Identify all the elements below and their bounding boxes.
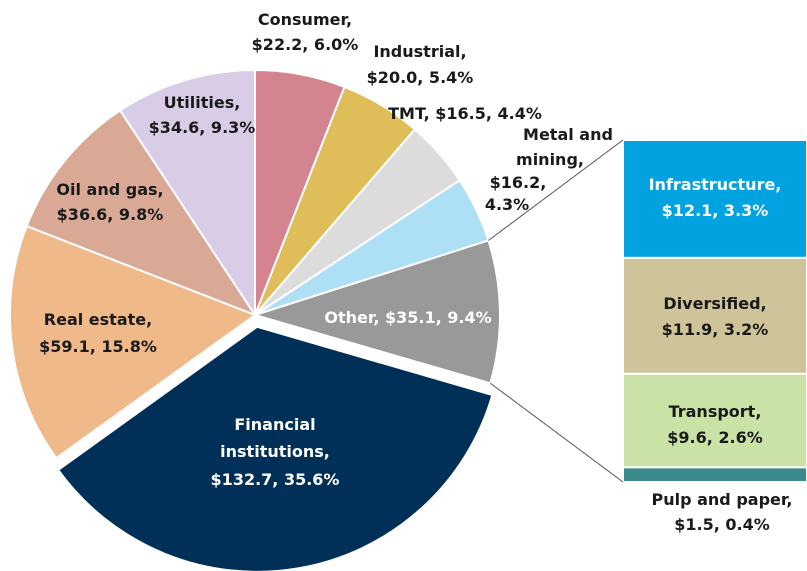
label-line: TMT, $16.5, 4.4% — [388, 104, 542, 123]
breakdown-bar — [622, 256, 807, 375]
label-line: Utilities, — [164, 93, 241, 112]
label-line: $59.1, 15.8% — [39, 337, 157, 356]
data-label: Metal and mining, $16.2, 4.3% — [485, 125, 613, 214]
label-line: Financial — [234, 415, 315, 434]
data-label: Transport, $9.6, 2.6% — [667, 402, 763, 447]
data-label: Infrastructure, $12.1, 3.3% — [649, 175, 782, 220]
label-line: $132.7, 35.6% — [211, 470, 340, 489]
data-label: TMT, $16.5, 4.4% — [388, 104, 542, 123]
data-label: Real estate, $59.1, 15.8% — [39, 310, 157, 356]
label-line: Real estate, — [44, 310, 152, 329]
label-line: Pulp and paper, — [651, 490, 792, 509]
breakdown-bar — [622, 139, 807, 259]
label-line: Infrastructure, — [649, 175, 782, 194]
connector — [488, 139, 624, 241]
label-line: $9.6, 2.6% — [667, 428, 763, 447]
label-line: $34.6, 9.3% — [149, 118, 256, 137]
label-line: $12.1, 3.3% — [662, 201, 769, 220]
data-label: Consumer, $22.2, 6.0% — [252, 10, 359, 54]
pie-slice — [9, 224, 258, 460]
breakdown-bar — [622, 372, 807, 469]
data-label: Other, $35.1, 9.4% — [324, 308, 491, 327]
data-label: Pulp and paper, $1.5, 0.4% — [651, 490, 792, 534]
label-line: Oil and gas, — [56, 180, 163, 199]
breakdown-bar — [622, 466, 807, 483]
pie-slice — [25, 109, 258, 318]
data-label: Diversified, $11.9, 3.2% — [662, 294, 769, 339]
label-line: Consumer, — [258, 10, 352, 29]
label-line: $22.2, 6.0% — [252, 35, 359, 54]
label-line: $20.0, 5.4% — [367, 68, 474, 87]
pie-slice — [56, 325, 494, 571]
data-label: Utilities, $34.6, 9.3% — [149, 93, 256, 137]
label-line: $11.9, 3.2% — [662, 320, 769, 339]
data-label: Oil and gas, $36.6, 9.8% — [56, 180, 163, 224]
pie-slice — [251, 239, 501, 385]
label-line: $1.5, 0.4% — [674, 515, 770, 534]
data-label: Industrial, $20.0, 5.4% — [367, 42, 474, 87]
label-line: $36.6, 9.8% — [57, 205, 164, 224]
data-label: Financial institutions, $132.7, 35.6% — [211, 415, 340, 489]
connector — [490, 382, 624, 483]
label-line: Metal and — [523, 125, 613, 144]
label-line: institutions, — [220, 442, 330, 461]
label-line: 4.3% — [485, 195, 529, 214]
pie-slice — [118, 68, 256, 319]
label-line: Diversified, — [663, 294, 766, 313]
label-line: Industrial, — [373, 42, 466, 61]
label-line: Transport, — [669, 402, 762, 421]
label-line: mining, — [516, 150, 584, 169]
label-line: $16.2, — [490, 173, 547, 192]
label-line: Other, $35.1, 9.4% — [324, 308, 491, 327]
